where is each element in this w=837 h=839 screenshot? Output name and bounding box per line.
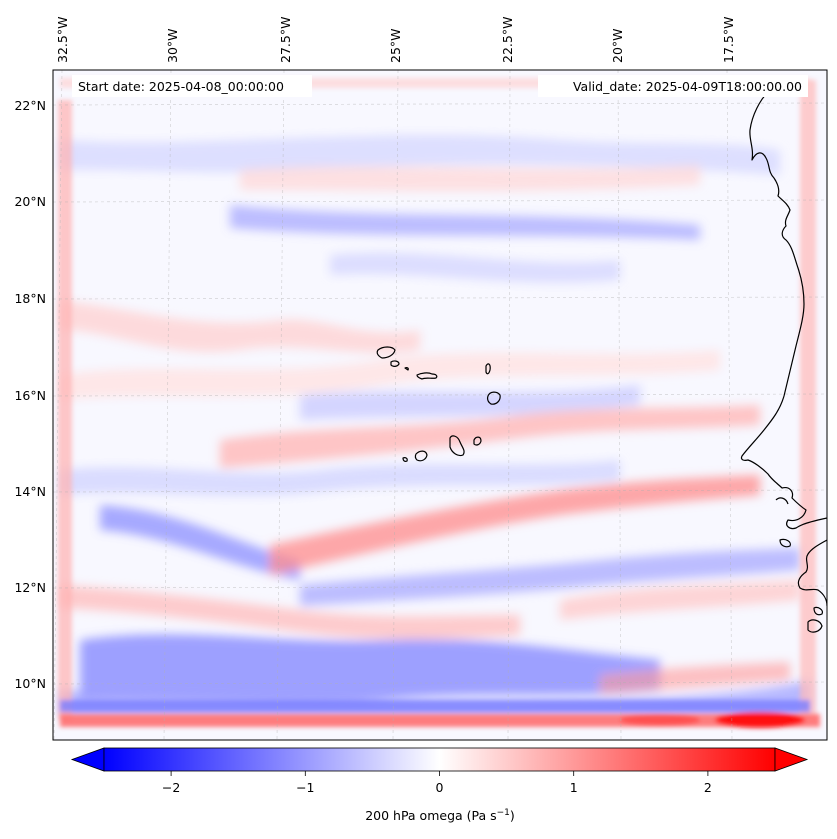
colorbar-tick-label: −1: [296, 780, 314, 795]
lat-label: 16°N: [14, 388, 46, 403]
lat-label: 20°N: [14, 194, 46, 209]
lon-label: 20°W: [610, 28, 625, 63]
colorbar: −2 −1 0 1 2 200 hPa omega (Pa s−1): [70, 747, 809, 823]
island-santa-luzia: [404, 367, 409, 371]
field-edge-right: [800, 80, 816, 720]
island-santo-antao: [376, 346, 396, 359]
field-edge-bottom-red: [60, 714, 820, 727]
colorbar-tick-label: 0: [436, 780, 444, 795]
field-band-red: [60, 300, 420, 353]
field-band-blue: [60, 460, 620, 496]
lat-label: 12°N: [14, 580, 46, 595]
island-sao-nicolau: [416, 372, 438, 380]
coast-detail: [775, 497, 789, 505]
island-maio: [473, 436, 482, 446]
field-max-red: [620, 714, 700, 726]
island-fogo: [414, 450, 428, 462]
island-bissagos: [813, 606, 823, 616]
map-frame: [52, 69, 828, 741]
lat-label: 22°N: [14, 98, 46, 113]
omega-field: Start date: 2025-04-08_00:00:00 Valid_da…: [53, 70, 827, 740]
field-band-red: [270, 475, 760, 575]
field-band-red: [60, 585, 520, 640]
island-santiago: [449, 435, 465, 457]
field-band-blue: [330, 252, 620, 283]
africa-coastline: [740, 91, 827, 530]
colorbar-tick-label: 1: [570, 780, 578, 795]
field-band-blue: [80, 634, 660, 704]
colorbar-ticks: [170, 771, 709, 776]
island-bissagos: [807, 619, 823, 633]
field-edge-bottom-blue: [60, 700, 810, 712]
graticule: [53, 70, 827, 740]
field-band-blue: [300, 548, 800, 606]
island-sao-vicente: [390, 360, 400, 367]
lon-label: 22.5°W: [500, 17, 515, 63]
island-gambia: [779, 538, 791, 548]
lon-label: 25°W: [388, 28, 403, 63]
colorbar-tick-labels: −2 −1 0 1 2: [162, 780, 712, 795]
valid-date: Valid_date: 2025-04-09T18:00:00.00: [573, 79, 802, 94]
island-brava: [402, 457, 408, 462]
field-band-red: [560, 580, 800, 620]
field-band-blue: [100, 505, 300, 580]
field-band-blue: [300, 385, 640, 420]
field-band-blue: [60, 135, 780, 175]
island-boa-vista: [487, 391, 501, 405]
lon-label: 30°W: [165, 28, 180, 63]
colorbar-extend-high: [774, 747, 809, 772]
field-band-blue: [230, 205, 700, 240]
lat-label: 10°N: [14, 676, 46, 691]
africa-coastline-south: [797, 539, 827, 607]
island-sal: [485, 363, 491, 375]
start-date-box: [72, 75, 312, 97]
longitude-labels: 32.5°W 30°W 27.5°W 25°W 22.5°W 20°W 17.5…: [55, 17, 736, 63]
valid-date-box: [538, 75, 808, 97]
map-panel: Start date: 2025-04-08_00:00:00 Valid_da…: [52, 69, 828, 741]
field-band-red: [240, 165, 700, 192]
colorbar-label: 200 hPa omega (Pa s−1): [365, 808, 515, 823]
field-band-red: [220, 405, 760, 468]
lat-label: 18°N: [14, 291, 46, 306]
lon-label: 32.5°W: [55, 17, 70, 63]
colorbar-gradient: [103, 747, 776, 772]
colorbar-tick-label: −2: [162, 780, 180, 795]
field-band-red: [60, 350, 720, 400]
colorbar-extend-low: [70, 747, 105, 772]
field-max-red: [715, 712, 805, 728]
lat-label: 14°N: [14, 484, 46, 499]
field-edge-top: [60, 78, 810, 88]
latitude-labels: 22°N 20°N 18°N 16°N 14°N 12°N 10°N: [14, 98, 46, 691]
field-band-red: [600, 662, 790, 694]
lon-label: 27.5°W: [278, 17, 293, 63]
lon-label: 17.5°W: [721, 17, 736, 63]
coastline: [376, 91, 827, 633]
field-edge-left: [58, 100, 72, 720]
start-date: Start date: 2025-04-08_00:00:00: [78, 79, 284, 94]
colorbar-tick-label: 2: [704, 780, 712, 795]
